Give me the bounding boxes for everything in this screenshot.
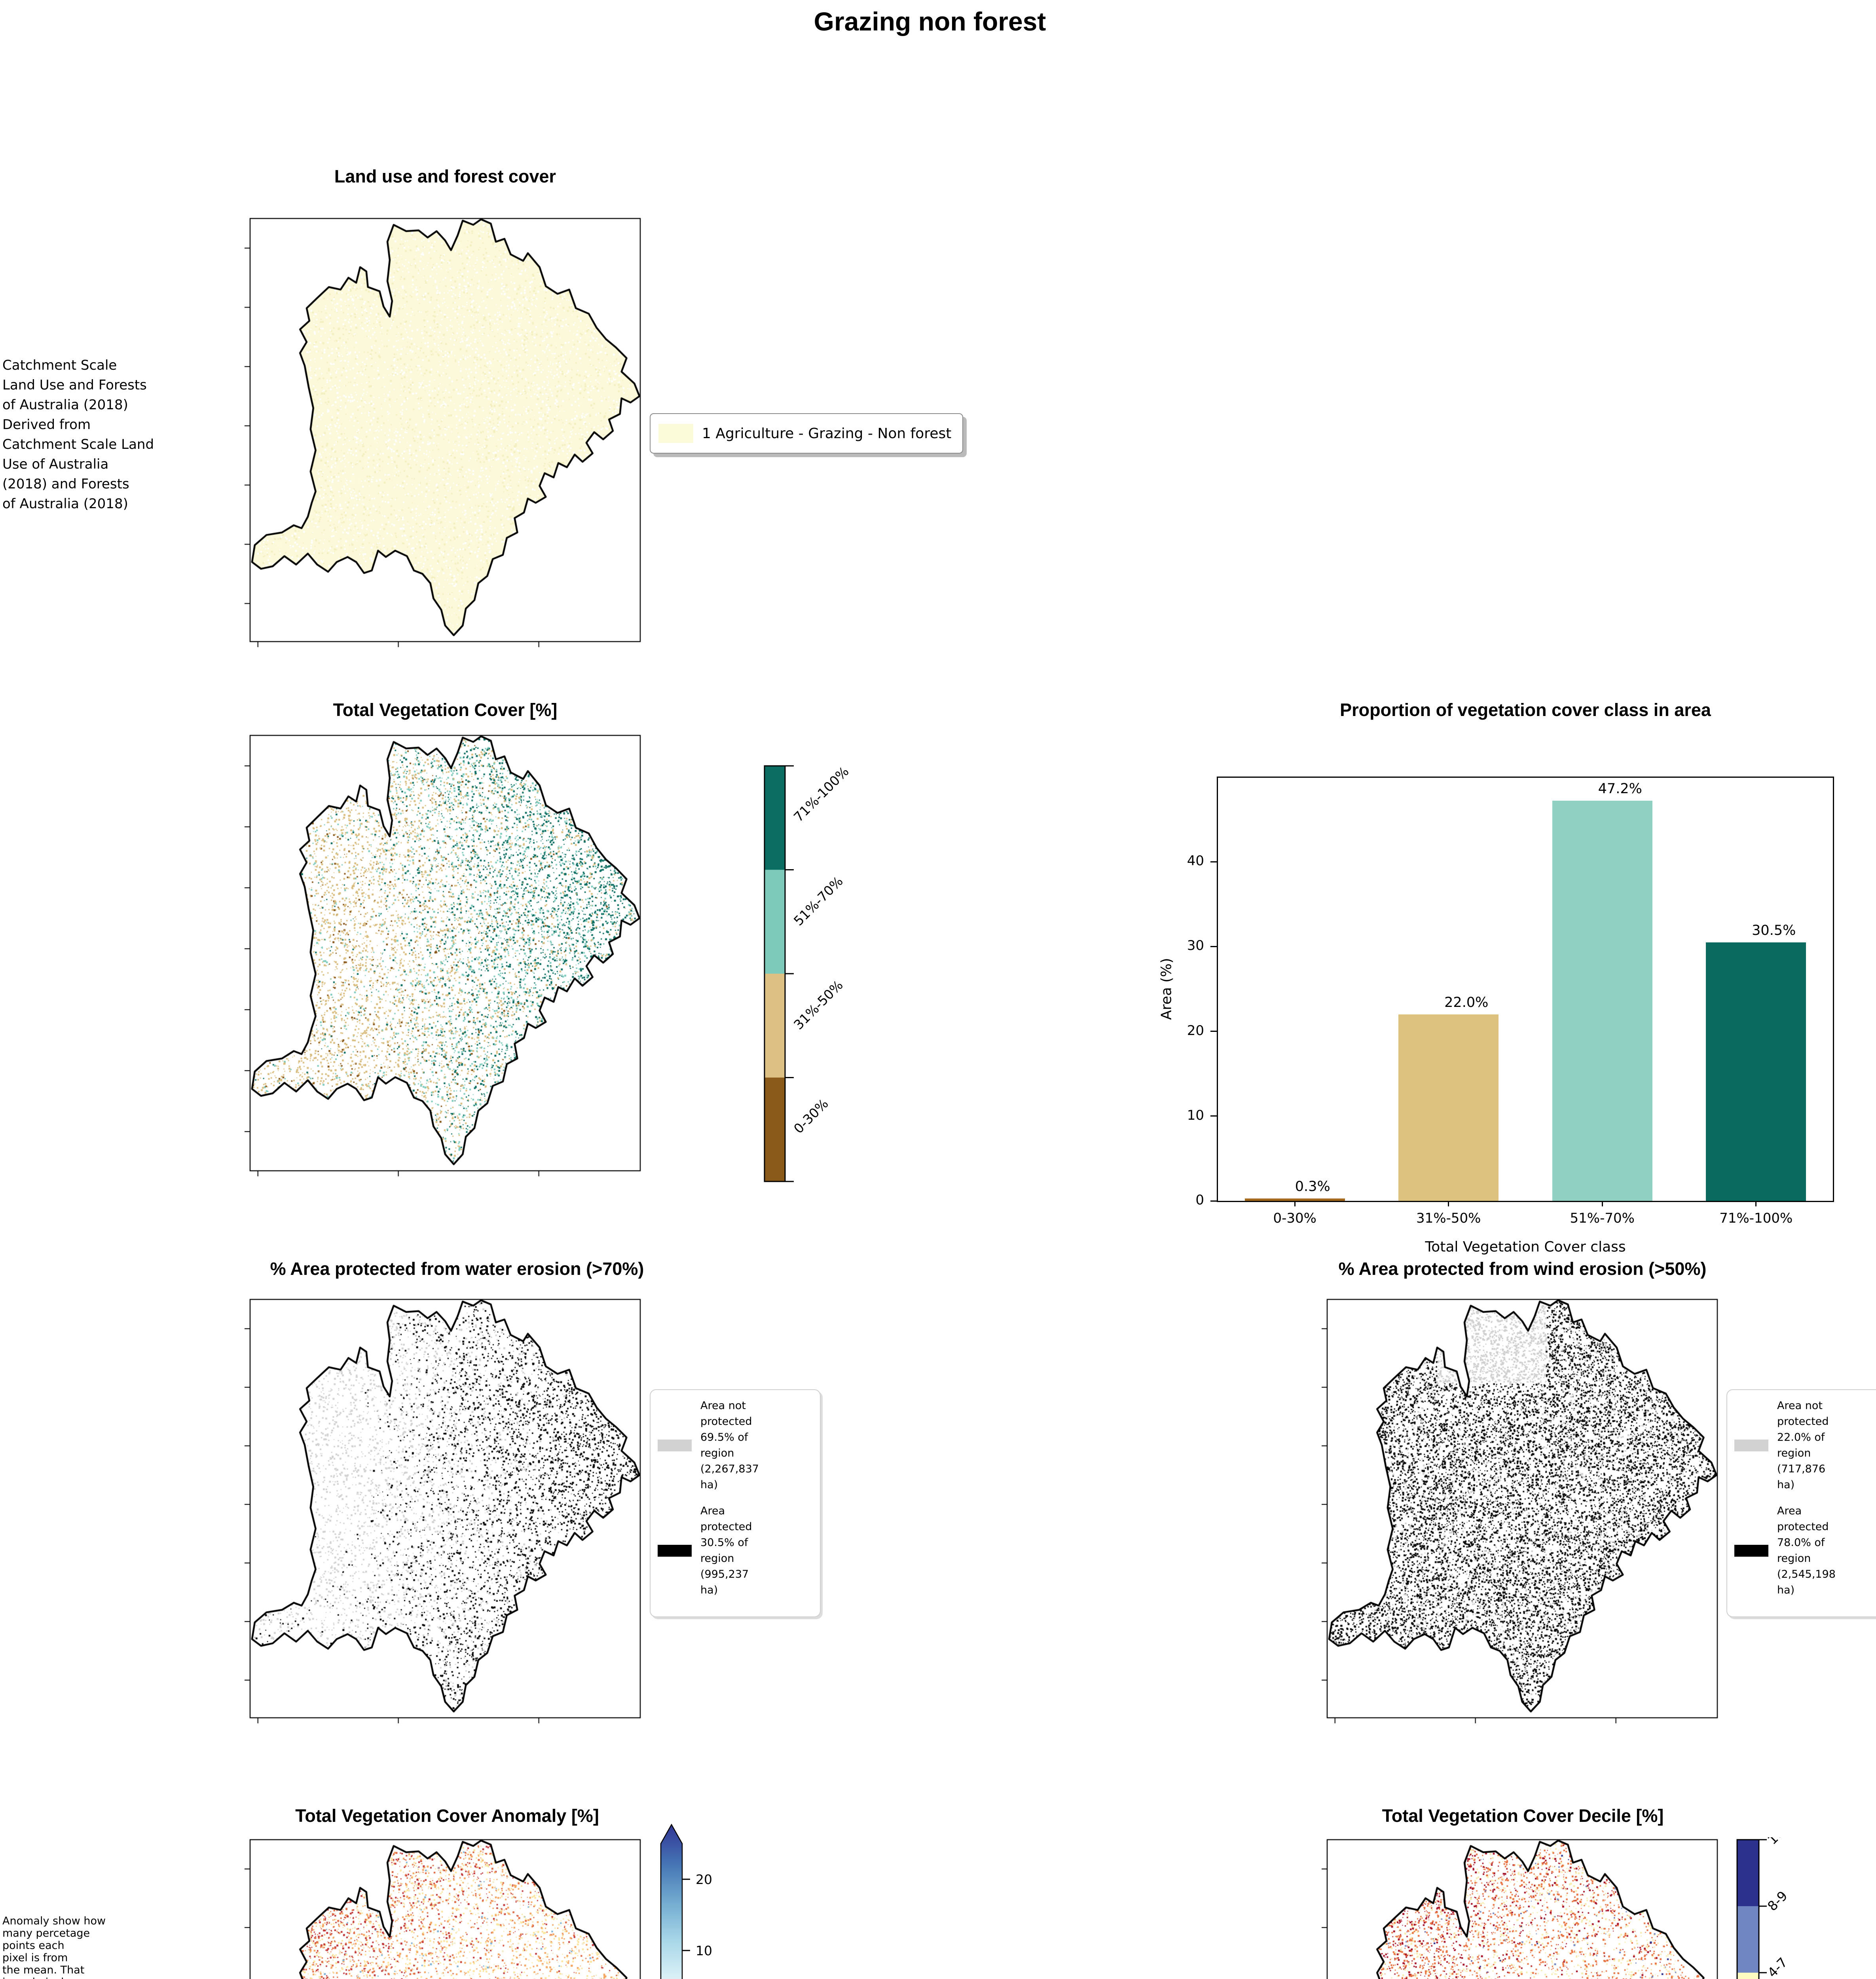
- vegcover-colorbar-label: 31%-50%: [791, 977, 846, 1033]
- x-axis-tick-label: 0-30%: [1273, 1210, 1316, 1226]
- panel-title-water-erosion: % Area protected from water erosion (>70…: [270, 1259, 644, 1279]
- map-anomaly: [238, 1828, 652, 1979]
- decile-colorbar-label: 4-7: [1764, 1954, 1791, 1979]
- legend-swatch: [1734, 1545, 1768, 1557]
- colorbar-vegcover: 71%-100% 51%-70% 31%-50% 0-30%: [764, 763, 852, 1182]
- map-wind-erosion: [1315, 1288, 1729, 1730]
- x-axis-tick: [1448, 1201, 1449, 1206]
- y-axis-tick-label: 10: [1187, 1107, 1204, 1123]
- x-axis-tick: [1294, 1201, 1296, 1206]
- legend-landuse: 1 Agriculture - Grazing - Non forest: [650, 413, 964, 454]
- y-axis-tick: [1210, 1115, 1217, 1117]
- x-axis-tick: [1601, 1201, 1603, 1206]
- map-vegcover: [238, 724, 652, 1183]
- panel-title-anomaly: Total Vegetation Cover Anomaly [%]: [295, 1806, 599, 1826]
- bar-31%-50%: [1398, 1014, 1499, 1201]
- page-title: Grazing non forest: [814, 7, 1046, 36]
- panel-title-wind-erosion: % Area protected from wind erosion (>50%…: [1338, 1259, 1707, 1279]
- legend-entry-label: Area protected 78.0% of region (2,545,198 ha): [1777, 1505, 1836, 1596]
- bar-chart-proportion: 0 10 20 30 40 0.3% 0-30% 22.0% 31%-50% 47.2% 51%-7…: [1159, 777, 1834, 1255]
- legend-label-agriculture-grazing: 1 Agriculture - Grazing - Non forest: [702, 425, 952, 442]
- panel-title-vegcover: Total Vegetation Cover [%]: [333, 700, 558, 720]
- legend-swatch-agriculture-grazing: [658, 424, 693, 443]
- y-axis-tick: [1210, 1200, 1217, 1202]
- colorbar-anomaly: 20100−10−20: [660, 1823, 712, 1979]
- legend-entry-label: Area not protected 22.0% of region (717,876 h…: [1777, 1400, 1829, 1491]
- x-axis-title: Total Vegetation Cover class: [1425, 1239, 1626, 1255]
- y-axis-tick-label: 30: [1187, 938, 1204, 954]
- legend-swatch: [1734, 1440, 1768, 1451]
- vegcover-colorbar-label: 71%-100%: [791, 763, 852, 825]
- x-axis-tick: [1755, 1201, 1757, 1206]
- map-decile: [1315, 1828, 1729, 1979]
- bar-71%-100%: [1706, 942, 1806, 1201]
- legend-swatch: [658, 1545, 692, 1557]
- legend-water-erosion: Area not protected 69.5% of region (2,267,83…: [650, 1389, 821, 1617]
- y-axis-tick: [1210, 1031, 1217, 1032]
- legend-entry-label: Area protected 30.5% of region (995,237 ha): [700, 1505, 752, 1596]
- bar-value-label: 47.2%: [1598, 781, 1642, 797]
- y-axis-tick: [1210, 861, 1217, 862]
- map-landuse: [238, 207, 652, 653]
- y-axis-tick-label: 40: [1187, 853, 1204, 869]
- panel-title-decile: Total Vegetation Cover Decile [%]: [1382, 1806, 1664, 1826]
- legend-entry: Area not protected 69.5% of region (2,267,83…: [658, 1398, 813, 1493]
- legend-entry: Area protected 78.0% of region (2,545,198 ha): [1734, 1503, 1876, 1598]
- chart-title-proportion: Proportion of vegetation cover class in …: [1340, 700, 1711, 720]
- x-axis-tick-label: 71%-100%: [1719, 1210, 1793, 1226]
- decile-colorbar-label: 10: [1764, 1837, 1787, 1848]
- anomaly-colorbar-tick-label: 10: [696, 1943, 712, 1958]
- bar-0-30%: [1244, 1198, 1345, 1201]
- colorbar-decile: 108-94-72-31: [1736, 1837, 1791, 1979]
- x-axis-tick-label: 31%-50%: [1416, 1210, 1481, 1226]
- x-axis-tick-label: 51%-70%: [1570, 1210, 1635, 1226]
- y-axis-tick-label: 0: [1195, 1192, 1204, 1208]
- map-water-erosion: [238, 1288, 652, 1730]
- vegcover-colorbar-label: 51%-70%: [791, 874, 846, 929]
- legend-entry: Area protected 30.5% of region (995,237 ha): [658, 1503, 813, 1598]
- panel-title-landuse: Land use and forest cover: [334, 166, 556, 186]
- legend-wind-erosion: Area not protected 22.0% of region (717,876 h…: [1726, 1389, 1876, 1617]
- anomaly-colorbar-tick-label: 20: [696, 1872, 712, 1887]
- legend-entry: Area not protected 22.0% of region (717,876 h…: [1734, 1398, 1876, 1493]
- bar-value-label: 0.3%: [1295, 1178, 1330, 1195]
- y-axis-tick-label: 20: [1187, 1022, 1204, 1039]
- bar-value-label: 30.5%: [1752, 922, 1796, 938]
- caption-anomaly-explanation: Anomaly show how many percetage points eac…: [2, 1915, 106, 1979]
- bar-51%-70%: [1552, 800, 1652, 1201]
- legend-entry-label: Area not protected 69.5% of region (2,267,83…: [700, 1400, 759, 1491]
- y-axis-title: Area (%): [1158, 957, 1175, 1020]
- legend-swatch: [658, 1440, 692, 1451]
- vegcover-colorbar-label: 0-30%: [791, 1096, 831, 1137]
- caption-landuse-source: Catchment Scale Land Use and Forests of Au…: [2, 357, 154, 512]
- y-axis-tick: [1210, 946, 1217, 947]
- decile-colorbar-label: 8-9: [1764, 1888, 1791, 1914]
- bar-value-label: 22.0%: [1444, 994, 1489, 1010]
